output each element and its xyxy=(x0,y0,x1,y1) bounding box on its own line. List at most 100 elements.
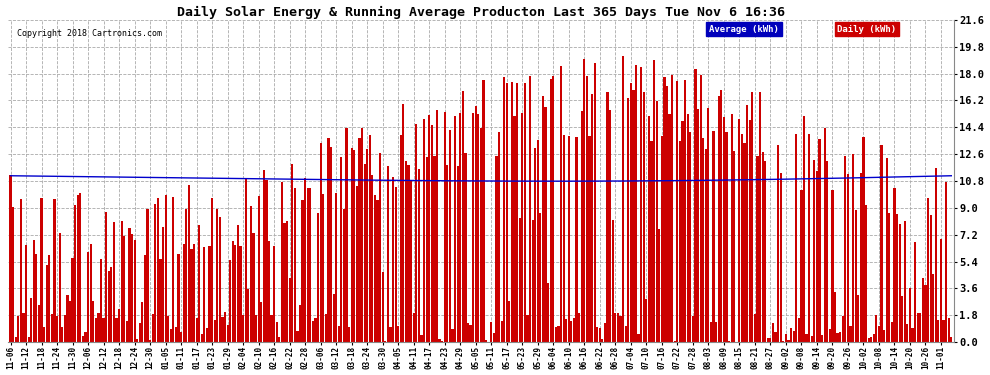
Bar xyxy=(469,325,471,342)
Bar xyxy=(28,337,30,342)
Bar xyxy=(912,328,914,342)
Bar xyxy=(668,114,670,342)
Bar xyxy=(142,302,144,342)
Bar xyxy=(209,246,211,342)
Bar xyxy=(862,137,864,342)
Bar xyxy=(532,220,534,342)
Bar xyxy=(151,314,153,342)
Bar xyxy=(216,209,219,342)
Bar xyxy=(503,77,505,342)
Bar xyxy=(392,177,394,342)
Bar xyxy=(30,298,33,342)
Bar xyxy=(591,94,593,342)
Bar xyxy=(149,340,151,342)
Bar xyxy=(25,245,27,342)
Bar xyxy=(477,114,479,342)
Bar xyxy=(570,321,572,342)
Bar xyxy=(534,148,537,342)
Bar xyxy=(343,209,346,342)
Bar xyxy=(687,114,689,342)
Bar xyxy=(803,116,805,342)
Bar xyxy=(524,83,526,342)
Bar xyxy=(925,285,927,342)
Bar xyxy=(787,339,790,342)
Bar xyxy=(938,320,940,342)
Bar xyxy=(940,240,942,342)
Bar xyxy=(454,116,456,342)
Bar xyxy=(368,135,371,342)
Bar xyxy=(583,59,585,342)
Bar xyxy=(177,254,179,342)
Bar xyxy=(511,81,513,342)
Bar xyxy=(684,80,686,342)
Bar xyxy=(705,150,707,342)
Bar xyxy=(643,92,644,342)
Bar xyxy=(439,339,441,342)
Bar xyxy=(38,305,40,342)
Bar xyxy=(942,320,944,342)
Bar xyxy=(867,338,869,342)
Bar xyxy=(87,252,89,342)
Bar xyxy=(480,128,482,342)
Bar xyxy=(229,260,232,342)
Bar xyxy=(193,244,195,342)
Bar xyxy=(891,322,893,342)
Bar xyxy=(875,315,877,342)
Bar xyxy=(837,333,839,342)
Bar xyxy=(658,230,660,342)
Bar xyxy=(865,205,867,342)
Bar xyxy=(147,210,148,342)
Bar xyxy=(459,113,461,342)
Bar xyxy=(224,312,226,342)
Bar xyxy=(769,338,771,342)
Bar xyxy=(933,274,935,342)
Bar xyxy=(609,110,611,342)
Bar xyxy=(76,195,79,342)
Bar xyxy=(560,66,562,342)
Bar xyxy=(927,198,930,342)
Bar xyxy=(645,298,647,342)
Bar xyxy=(338,326,340,342)
Bar xyxy=(371,175,373,342)
Bar xyxy=(273,246,275,342)
Bar xyxy=(255,315,257,342)
Bar xyxy=(840,332,842,342)
Bar xyxy=(734,152,736,342)
Bar xyxy=(793,331,795,342)
Bar xyxy=(464,153,466,342)
Bar xyxy=(713,131,715,342)
Bar xyxy=(227,324,229,342)
Bar xyxy=(731,114,733,342)
Bar xyxy=(519,218,521,342)
Bar xyxy=(353,150,355,342)
Bar xyxy=(270,315,272,342)
Bar xyxy=(84,333,86,342)
Bar xyxy=(821,334,823,342)
Bar xyxy=(620,315,622,342)
Bar xyxy=(666,86,668,342)
Bar xyxy=(456,166,458,342)
Bar xyxy=(607,92,609,342)
Bar xyxy=(172,197,174,342)
Bar xyxy=(917,313,919,342)
Bar xyxy=(707,108,710,342)
Bar xyxy=(400,135,402,342)
Bar xyxy=(10,175,12,342)
Bar xyxy=(846,174,849,342)
Bar xyxy=(20,200,22,342)
Bar xyxy=(74,205,76,342)
Bar xyxy=(573,318,575,342)
Bar xyxy=(397,326,399,342)
Bar xyxy=(622,56,624,342)
Bar xyxy=(540,213,542,342)
Bar xyxy=(53,199,55,342)
Bar xyxy=(689,132,691,342)
Bar xyxy=(384,341,386,342)
Bar xyxy=(935,168,937,342)
Bar xyxy=(448,130,451,342)
Bar xyxy=(842,316,843,342)
Bar xyxy=(156,198,159,342)
Bar xyxy=(423,119,425,342)
Text: Average (kWh): Average (kWh) xyxy=(709,25,779,34)
Bar xyxy=(700,75,702,342)
